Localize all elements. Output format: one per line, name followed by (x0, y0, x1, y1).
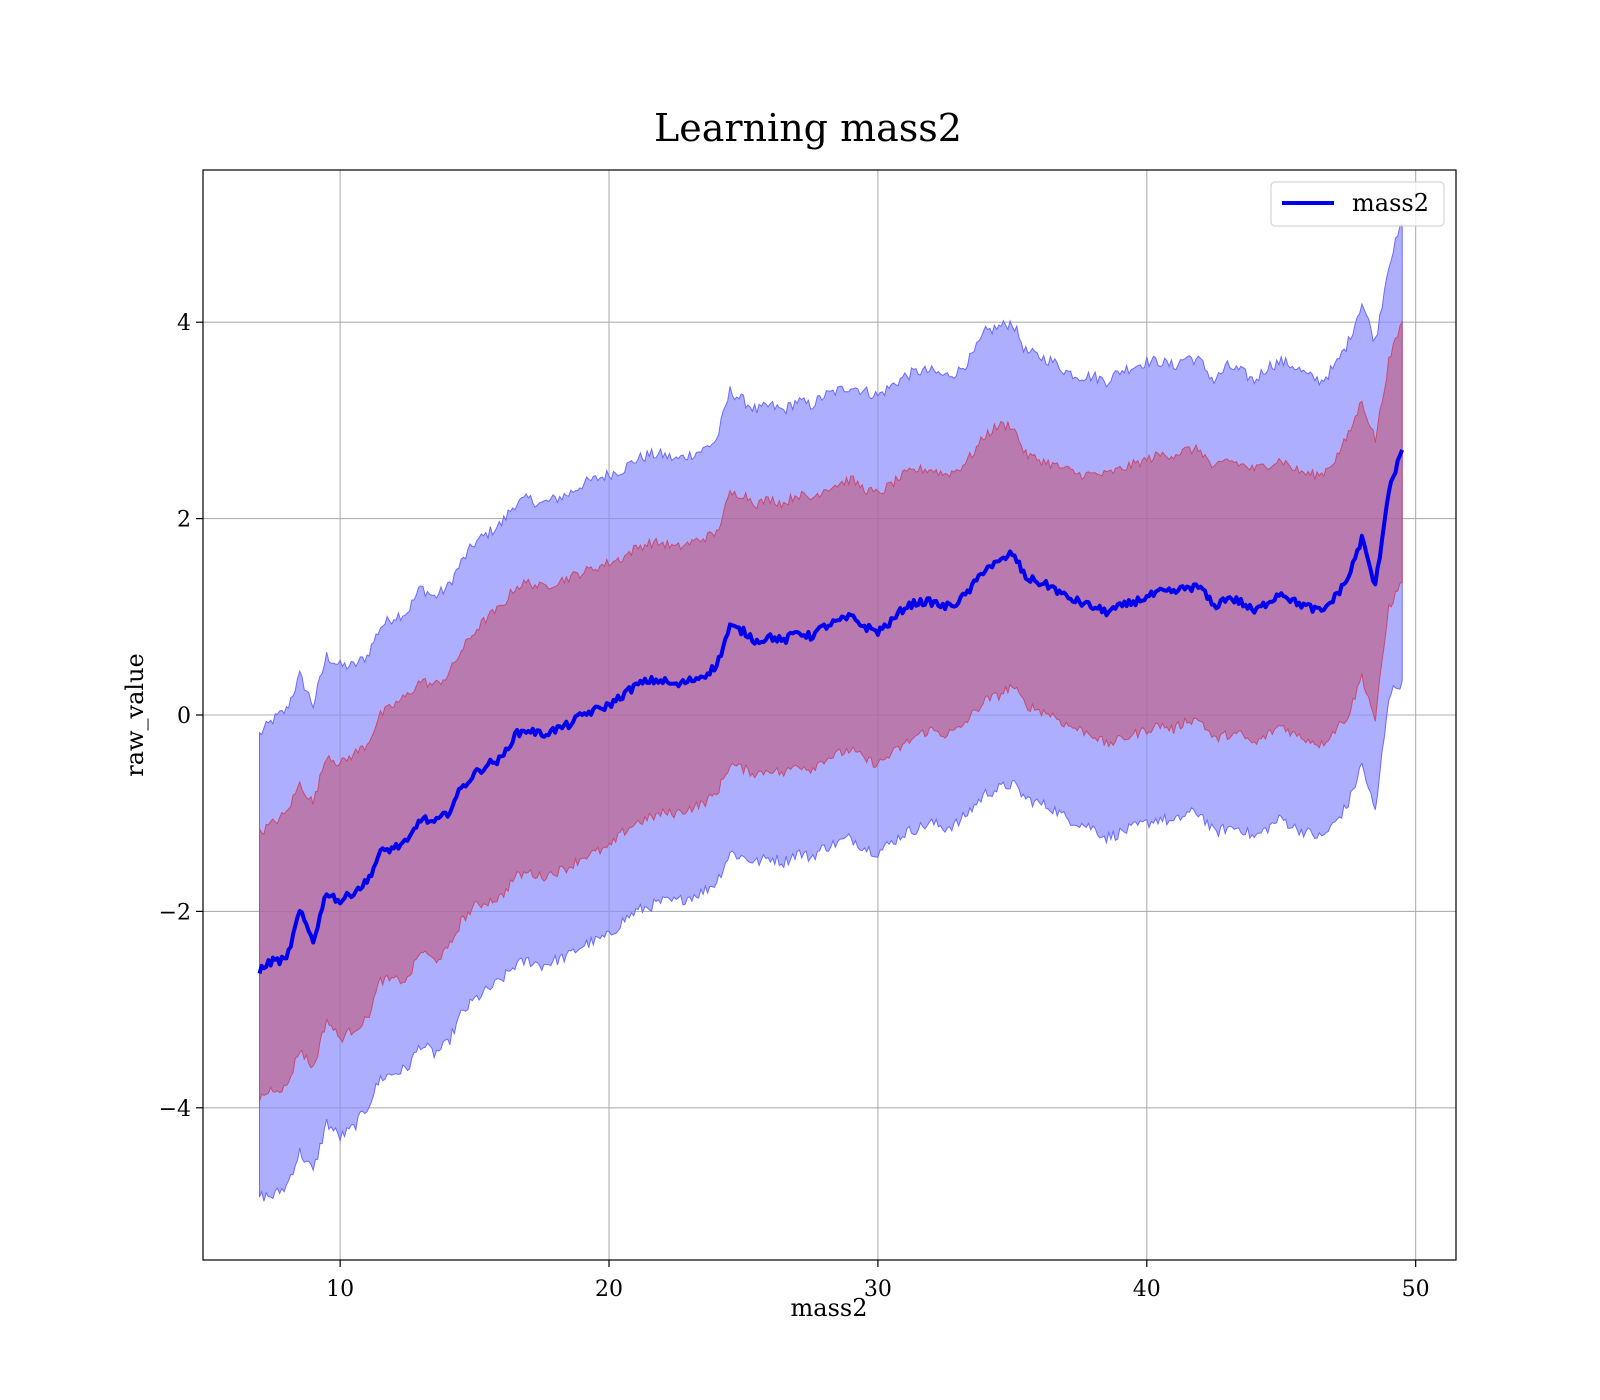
series-line-mass2 (257, 449, 1405, 975)
legend: mass2 (1270, 181, 1445, 227)
y-axis-ticks: −4 −2 0 2 4 (159, 311, 203, 1122)
inner-band (259, 320, 1403, 1102)
plot-area (203, 170, 1456, 1260)
y-tick-label: −4 (159, 1097, 191, 1122)
x-tick-label: 40 (1133, 1277, 1161, 1302)
chart-title: Learning mass2 (654, 106, 962, 150)
y-axis-label: raw_value (121, 653, 149, 777)
x-tick-label: 20 (595, 1277, 623, 1302)
x-axis-ticks: 10 20 30 40 50 (326, 1260, 1430, 1302)
legend-label-mass2: mass2 (1352, 189, 1429, 217)
x-axis-label: mass2 (791, 1294, 868, 1322)
y-tick-label: 4 (177, 311, 191, 336)
y-tick-label: −2 (159, 900, 191, 925)
legend-box (1270, 181, 1445, 227)
x-tick-label: 30 (864, 1277, 892, 1302)
x-tick-label: 10 (326, 1277, 354, 1302)
y-tick-label: 2 (177, 508, 191, 533)
x-tick-label: 50 (1402, 1277, 1430, 1302)
y-tick-label: 0 (177, 704, 191, 729)
